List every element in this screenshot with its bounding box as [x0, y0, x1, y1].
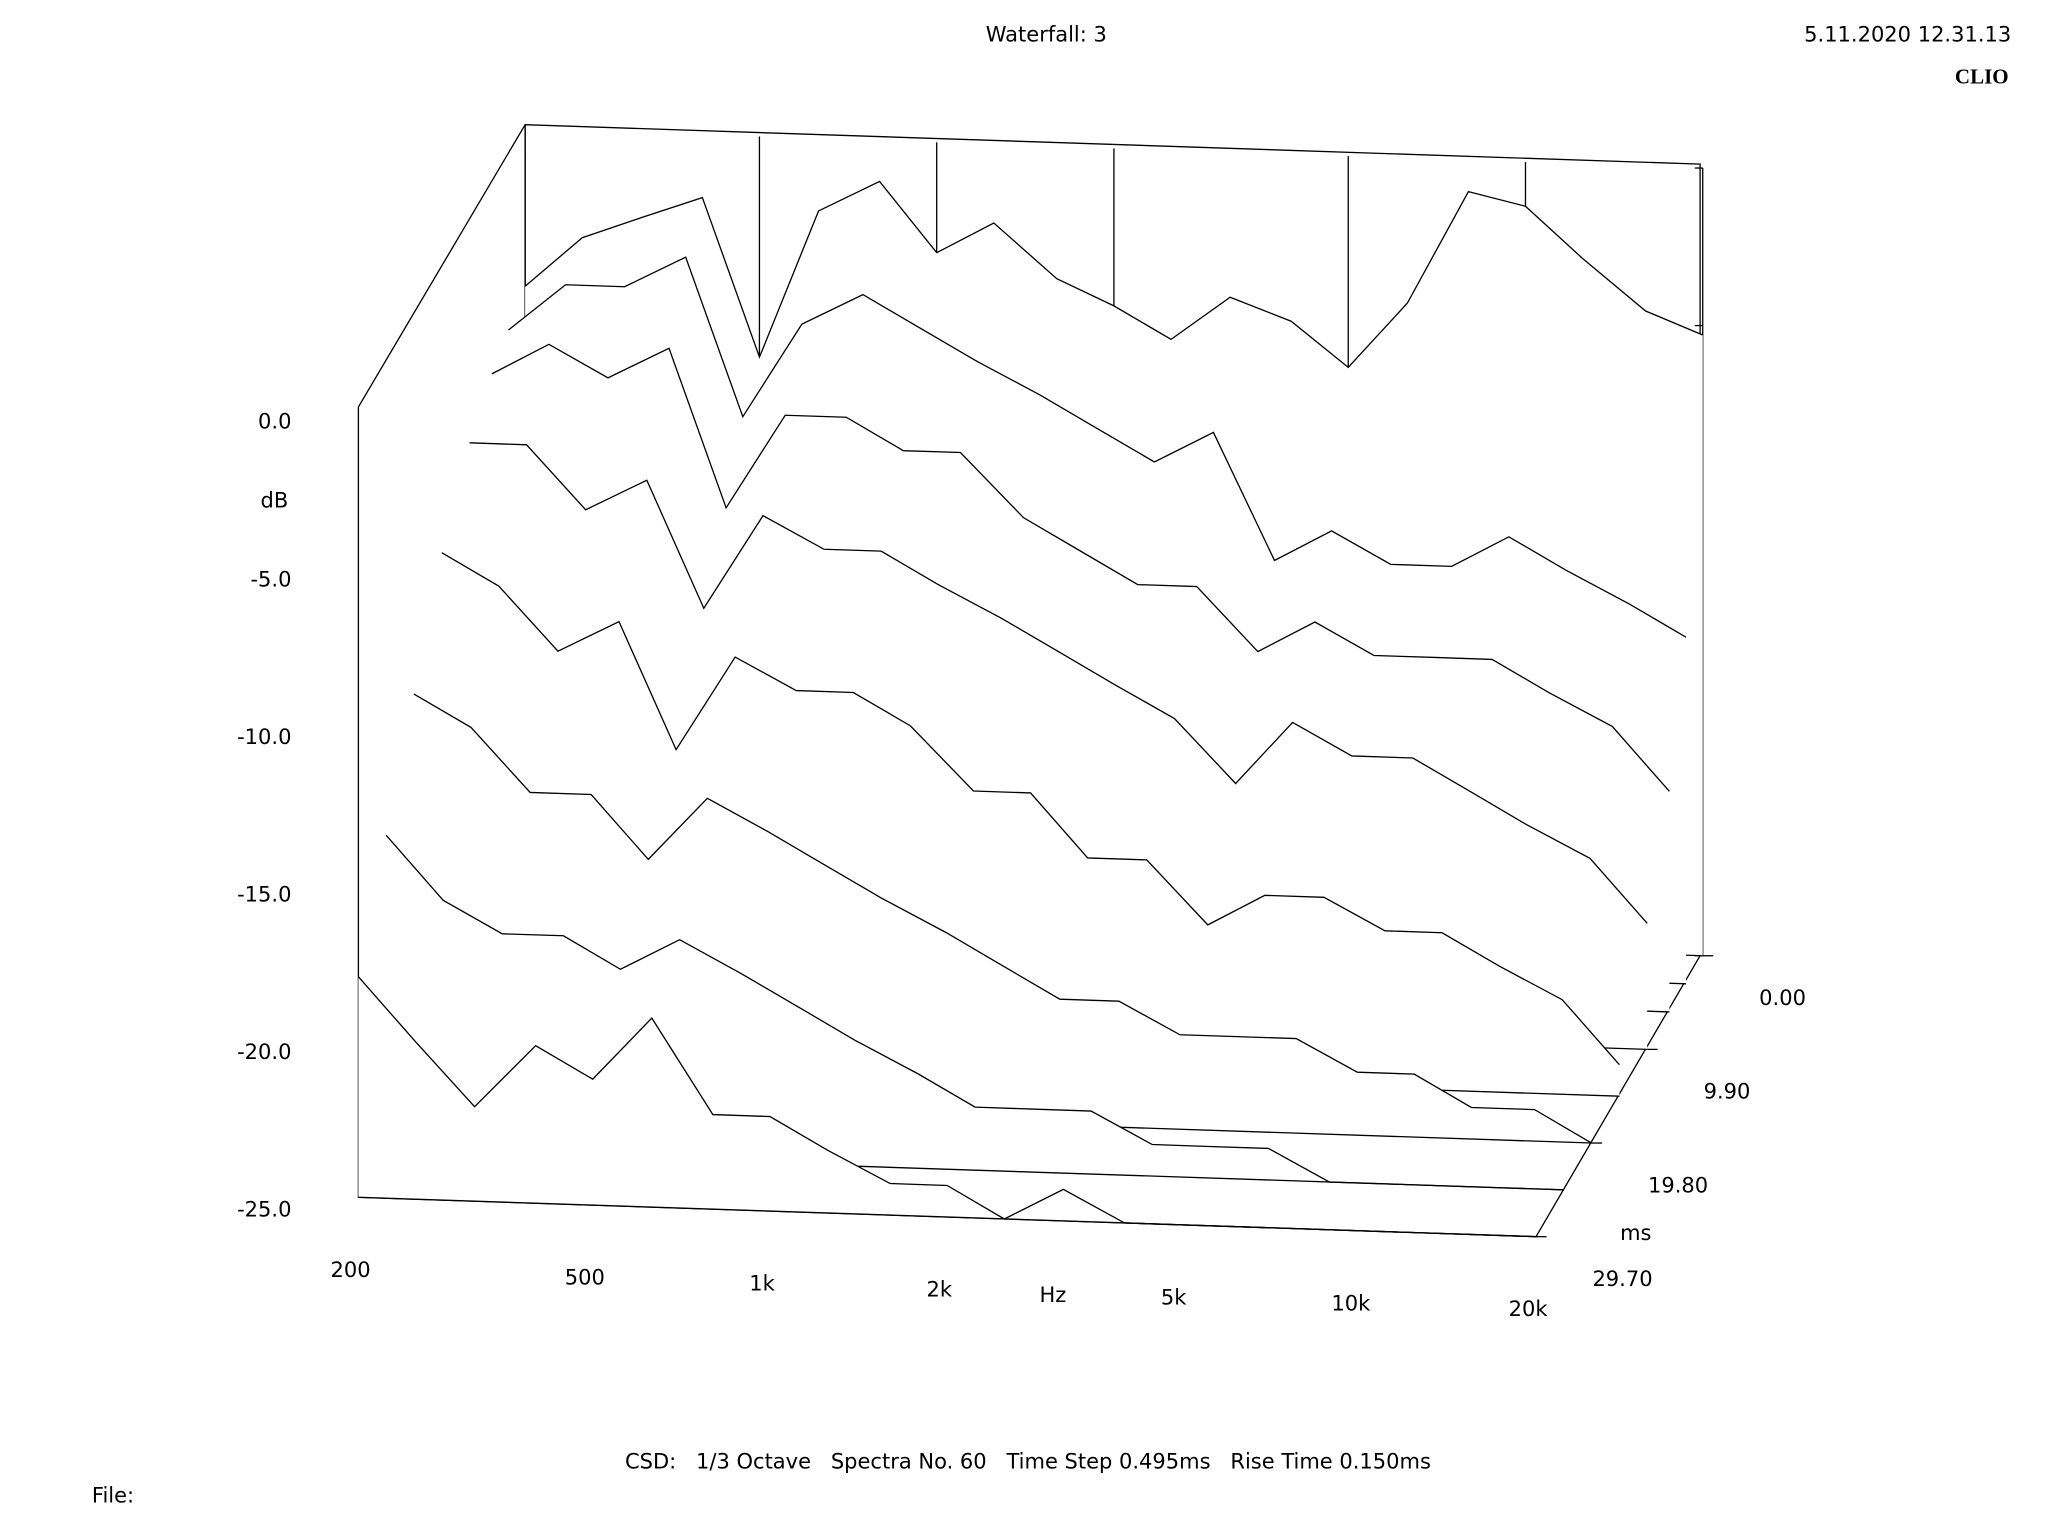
timestamp: 5.11.2020 12.31.13: [1804, 22, 2011, 46]
file-label: File:: [92, 1484, 134, 1508]
footer-item: Rise Time 0.150ms: [1230, 1449, 1431, 1473]
x-tick-label: 20k: [1509, 1297, 1549, 1321]
brand: CLIO: [1955, 65, 2009, 89]
chart-title: Waterfall: 3: [986, 22, 1107, 46]
y-tick-label: -10.0: [237, 725, 291, 749]
x-tick-label: 500: [565, 1266, 605, 1290]
x-tick-label: 10k: [1331, 1291, 1371, 1315]
y-tick-label: 0.0: [258, 410, 291, 434]
spectrum-line: [524, 180, 1703, 369]
z-tick-label: 19.80: [1648, 1173, 1708, 1197]
spectrum-floor: [358, 1196, 1537, 1238]
spectrum-line: [441, 552, 1620, 1066]
y-tick-label: -25.0: [237, 1197, 291, 1221]
spectrum-line: [508, 256, 1687, 638]
x-tick-label: 2k: [927, 1278, 953, 1302]
spectrum-line: [413, 693, 1592, 1144]
x-tick-label: 200: [330, 1258, 370, 1282]
footer-label: CSD:: [625, 1449, 676, 1473]
y-tick-label: -15.0: [237, 882, 291, 906]
footer-item: Spectra No. 60: [831, 1449, 987, 1473]
y-axis-label: dB: [261, 488, 289, 512]
z-axis-label: ms: [1620, 1221, 1651, 1245]
spectrum-line: [491, 343, 1670, 792]
spectrum-fill: [358, 976, 1536, 1237]
y-tick-label: -20.0: [237, 1040, 291, 1064]
footer-item: 1/3 Octave: [696, 1449, 811, 1473]
x-axis-label: Hz: [1039, 1283, 1066, 1307]
spectrum-line: [469, 442, 1648, 924]
z-tick-label: 29.70: [1592, 1267, 1652, 1291]
z-tick-label: 9.90: [1704, 1080, 1751, 1104]
footer: CSD: 1/3 Octave Spectra No. 60 Time Step…: [625, 1449, 1431, 1473]
y-tick-label: -5.0: [250, 567, 291, 591]
x-tick-label: 1k: [749, 1272, 775, 1296]
footer-item: Time Step 0.495ms: [1005, 1449, 1210, 1473]
x-tick-label: 5k: [1161, 1285, 1187, 1309]
z-tick-label: 0.00: [1759, 986, 1806, 1010]
